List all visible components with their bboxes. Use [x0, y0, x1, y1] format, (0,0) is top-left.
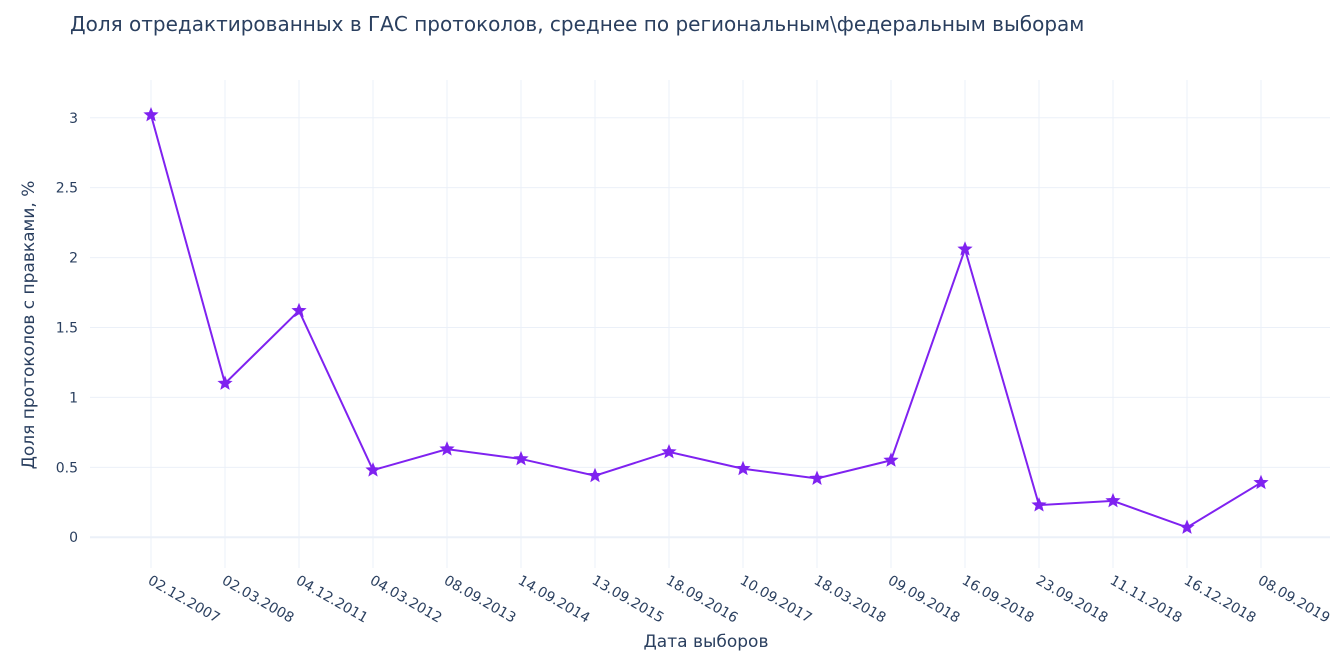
x-tick-label: 23.09.2018: [1033, 573, 1110, 627]
x-tick-label: 04.12.2011: [293, 573, 370, 627]
data-point-star[interactable]: [1105, 492, 1121, 508]
x-tick-label: 18.09.2016: [663, 573, 740, 627]
x-tick-label: 10.09.2017: [737, 573, 814, 627]
data-point-star[interactable]: [883, 452, 899, 467]
data-point-star[interactable]: [513, 450, 529, 466]
x-tick-label: 04.03.2012: [367, 573, 444, 627]
data-point-star[interactable]: [217, 375, 233, 390]
data-point-star[interactable]: [143, 106, 159, 122]
series-polyline: [150, 114, 1262, 529]
data-point-star[interactable]: [735, 460, 751, 476]
data-point-star[interactable]: [809, 470, 825, 485]
x-tick-label: 16.09.2018: [959, 573, 1036, 627]
x-tick-label: 08.09.2019: [1255, 573, 1332, 627]
data-point-star[interactable]: [587, 467, 603, 483]
data-point-star[interactable]: [1179, 519, 1195, 534]
series-markers: [143, 106, 1269, 534]
data-point-star[interactable]: [661, 443, 677, 459]
series-line: [150, 114, 1262, 529]
data-point-star[interactable]: [291, 302, 307, 318]
x-tick-label: 02.03.2008: [219, 573, 296, 627]
data-point-star[interactable]: [1031, 497, 1047, 512]
x-tick-label: 08.09.2013: [441, 573, 518, 627]
y-axis-ticks: 0 0.5 1 1.5 2 2.5 3: [56, 111, 78, 546]
x-tick-label: 11.11.2018: [1107, 573, 1184, 627]
y-tick-label: 2: [69, 251, 78, 267]
x-axis-title: Дата выборов: [644, 632, 769, 652]
x-tick-label: 16.12.2018: [1181, 573, 1258, 627]
data-point-star[interactable]: [1253, 474, 1269, 490]
x-tick-label: 02.12.2007: [145, 573, 222, 627]
data-point-star[interactable]: [439, 441, 455, 456]
y-tick-label: 3: [69, 111, 78, 127]
y-tick-label: 2.5: [56, 181, 78, 197]
chart-title: Доля отредактированных в ГАС протоколов,…: [70, 12, 1085, 36]
grid-lines: [90, 80, 1330, 568]
x-tick-label: 13.09.2015: [589, 573, 666, 627]
data-point-star[interactable]: [365, 462, 381, 477]
data-point-star[interactable]: [957, 241, 973, 256]
y-tick-label: 1.5: [56, 320, 78, 336]
x-axis-ticks: 02.12.200702.03.200804.12.201104.03.2012…: [145, 573, 1332, 627]
x-tick-label: 09.09.2018: [885, 573, 962, 627]
x-tick-label: 18.03.2018: [811, 573, 888, 627]
x-tick-label: 14.09.2014: [515, 573, 592, 627]
y-tick-label: 0: [69, 530, 78, 546]
y-tick-label: 1: [69, 390, 78, 406]
y-tick-label: 0.5: [56, 460, 78, 476]
y-axis-title: Доля протоколов с правками, %: [19, 181, 39, 470]
